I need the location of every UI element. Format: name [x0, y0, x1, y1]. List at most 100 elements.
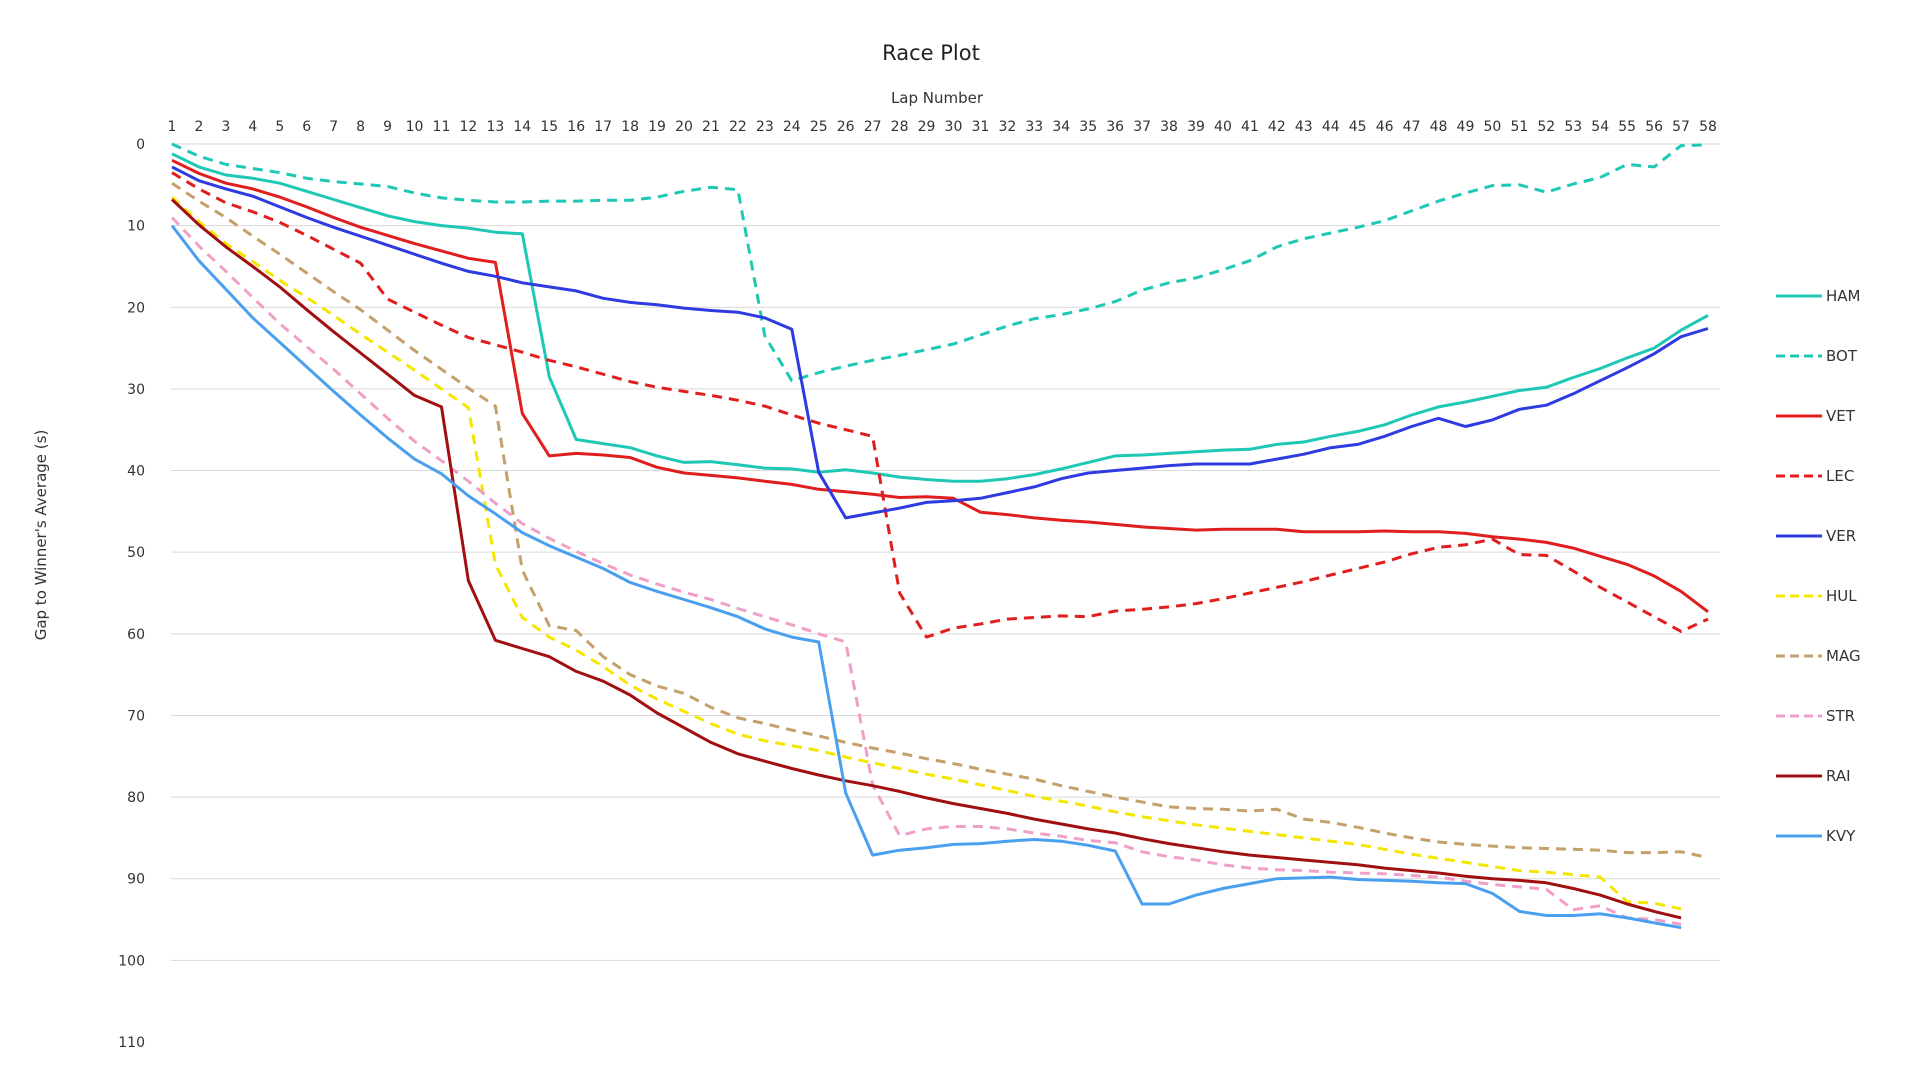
x-tick-label: 56: [1645, 119, 1663, 135]
x-tick-label: 32: [998, 119, 1016, 135]
x-tick-labels: 1 2 3 4 5 6 7 8 9 10 11 12 13 14 15 16 17 18 19 20 21 22 23 24 2…: [168, 119, 1717, 135]
x-tick-label: 14: [513, 119, 531, 135]
y-tick-label: 40: [127, 464, 145, 480]
x-tick-label: 49: [1457, 119, 1475, 135]
legend-item-bot: BOT: [1776, 347, 1858, 365]
x-tick-label: 29: [918, 119, 936, 135]
x-tick-label: 33: [1025, 119, 1043, 135]
x-tick-label: 45: [1349, 119, 1367, 135]
legend-label: KVY: [1826, 827, 1856, 845]
series-line-bot: [171, 142, 1709, 383]
y-tick-label: 60: [127, 627, 145, 643]
x-tick-label: 6: [302, 119, 311, 135]
series-line-kvy: [170, 224, 1682, 930]
x-tick-label: 39: [1187, 119, 1205, 135]
x-tick-label: 18: [621, 119, 639, 135]
series-line-vet: [171, 158, 1709, 613]
x-tick-label: 30: [945, 119, 963, 135]
y-tick-label: 30: [127, 382, 145, 398]
x-tick-label: 21: [702, 119, 720, 135]
x-tick-label: 54: [1591, 119, 1609, 135]
gridlines: [171, 143, 1720, 961]
legend-label: BOT: [1826, 347, 1858, 365]
x-tick-label: 34: [1052, 119, 1070, 135]
x-tick-label: 27: [864, 119, 882, 135]
x-tick-label: 53: [1564, 119, 1582, 135]
x-tick-label: 9: [383, 119, 392, 135]
x-tick-label: 28: [891, 119, 909, 135]
legend-item-mag: MAG: [1776, 647, 1861, 665]
y-tick-label: 0: [136, 137, 145, 153]
legend-label: MAG: [1826, 647, 1861, 665]
x-tick-label: 38: [1160, 119, 1178, 135]
y-tick-label: 50: [127, 545, 145, 561]
y-tick-labels: 0 10 20 30 40 50 60 70 80 90 100 110: [118, 137, 145, 1051]
x-tick-label: 3: [221, 119, 230, 135]
x-tick-label: 19: [648, 119, 666, 135]
legend-label: VER: [1826, 527, 1856, 545]
legend-item-lec: LEC: [1776, 467, 1854, 485]
legend-label: RAI: [1826, 767, 1851, 785]
legend-label: LEC: [1826, 467, 1854, 485]
x-tick-label: 50: [1484, 119, 1502, 135]
x-tick-label: 46: [1376, 119, 1394, 135]
x-tick-label: 1: [168, 119, 177, 135]
x-tick-label: 44: [1322, 119, 1340, 135]
x-tick-label: 41: [1241, 119, 1259, 135]
x-tick-label: 16: [567, 119, 585, 135]
y-tick-label: 80: [127, 790, 145, 806]
series-lines: [170, 142, 1709, 930]
x-tick-label: 8: [356, 119, 365, 135]
x-tick-label: 36: [1106, 119, 1124, 135]
x-tick-label: 58: [1699, 119, 1717, 135]
legend-label: VET: [1826, 407, 1856, 425]
y-tick-label: 10: [127, 219, 145, 235]
legend-item-hul: HUL: [1776, 587, 1857, 605]
x-tick-label: 26: [837, 119, 855, 135]
legend-item-ver: VER: [1776, 527, 1856, 545]
series-line-str: [170, 216, 1682, 926]
legend-label: HAM: [1826, 287, 1860, 305]
x-tick-label: 25: [810, 119, 828, 135]
y-tick-label: 70: [127, 708, 145, 724]
y-tick-label: 90: [127, 872, 145, 888]
x-tick-label: 20: [675, 119, 693, 135]
x-tick-label: 47: [1403, 119, 1421, 135]
legend: HAM BOT VET LEC VER HUL MAG STR RAI KVY: [1776, 287, 1861, 845]
y-tick-label: 20: [127, 300, 145, 316]
y-axis-label: Gap to Winner's Average (s): [32, 430, 50, 641]
x-tick-label: 4: [248, 119, 257, 135]
x-axis-label: Lap Number: [891, 89, 984, 107]
legend-label: HUL: [1826, 587, 1857, 605]
series-line-lec: [171, 171, 1709, 639]
series-line-ver: [171, 165, 1709, 520]
x-tick-label: 13: [486, 119, 504, 135]
legend-item-rai: RAI: [1776, 767, 1851, 785]
x-tick-label: 5: [275, 119, 284, 135]
series-line-mag: [171, 181, 1709, 859]
y-tick-label: 110: [118, 1035, 145, 1051]
x-tick-label: 31: [972, 119, 990, 135]
x-tick-label: 22: [729, 119, 747, 135]
legend-item-vet: VET: [1776, 407, 1856, 425]
x-tick-label: 51: [1510, 119, 1528, 135]
legend-item-ham: HAM: [1776, 287, 1860, 305]
legend-item-kvy: KVY: [1776, 827, 1856, 845]
x-tick-label: 42: [1268, 119, 1286, 135]
x-tick-label: 57: [1672, 119, 1690, 135]
legend-item-str: STR: [1776, 707, 1855, 725]
x-tick-label: 12: [460, 119, 478, 135]
series-line-ham: [171, 152, 1709, 483]
x-tick-label: 24: [783, 119, 801, 135]
x-tick-label: 10: [406, 119, 424, 135]
x-tick-label: 52: [1537, 119, 1555, 135]
y-tick-label: 100: [118, 953, 145, 969]
series-line-rai: [170, 198, 1682, 920]
x-tick-label: 55: [1618, 119, 1636, 135]
x-tick-label: 7: [329, 119, 338, 135]
chart-title: Race Plot: [882, 41, 980, 65]
x-tick-label: 17: [594, 119, 612, 135]
legend-label: STR: [1826, 707, 1855, 725]
